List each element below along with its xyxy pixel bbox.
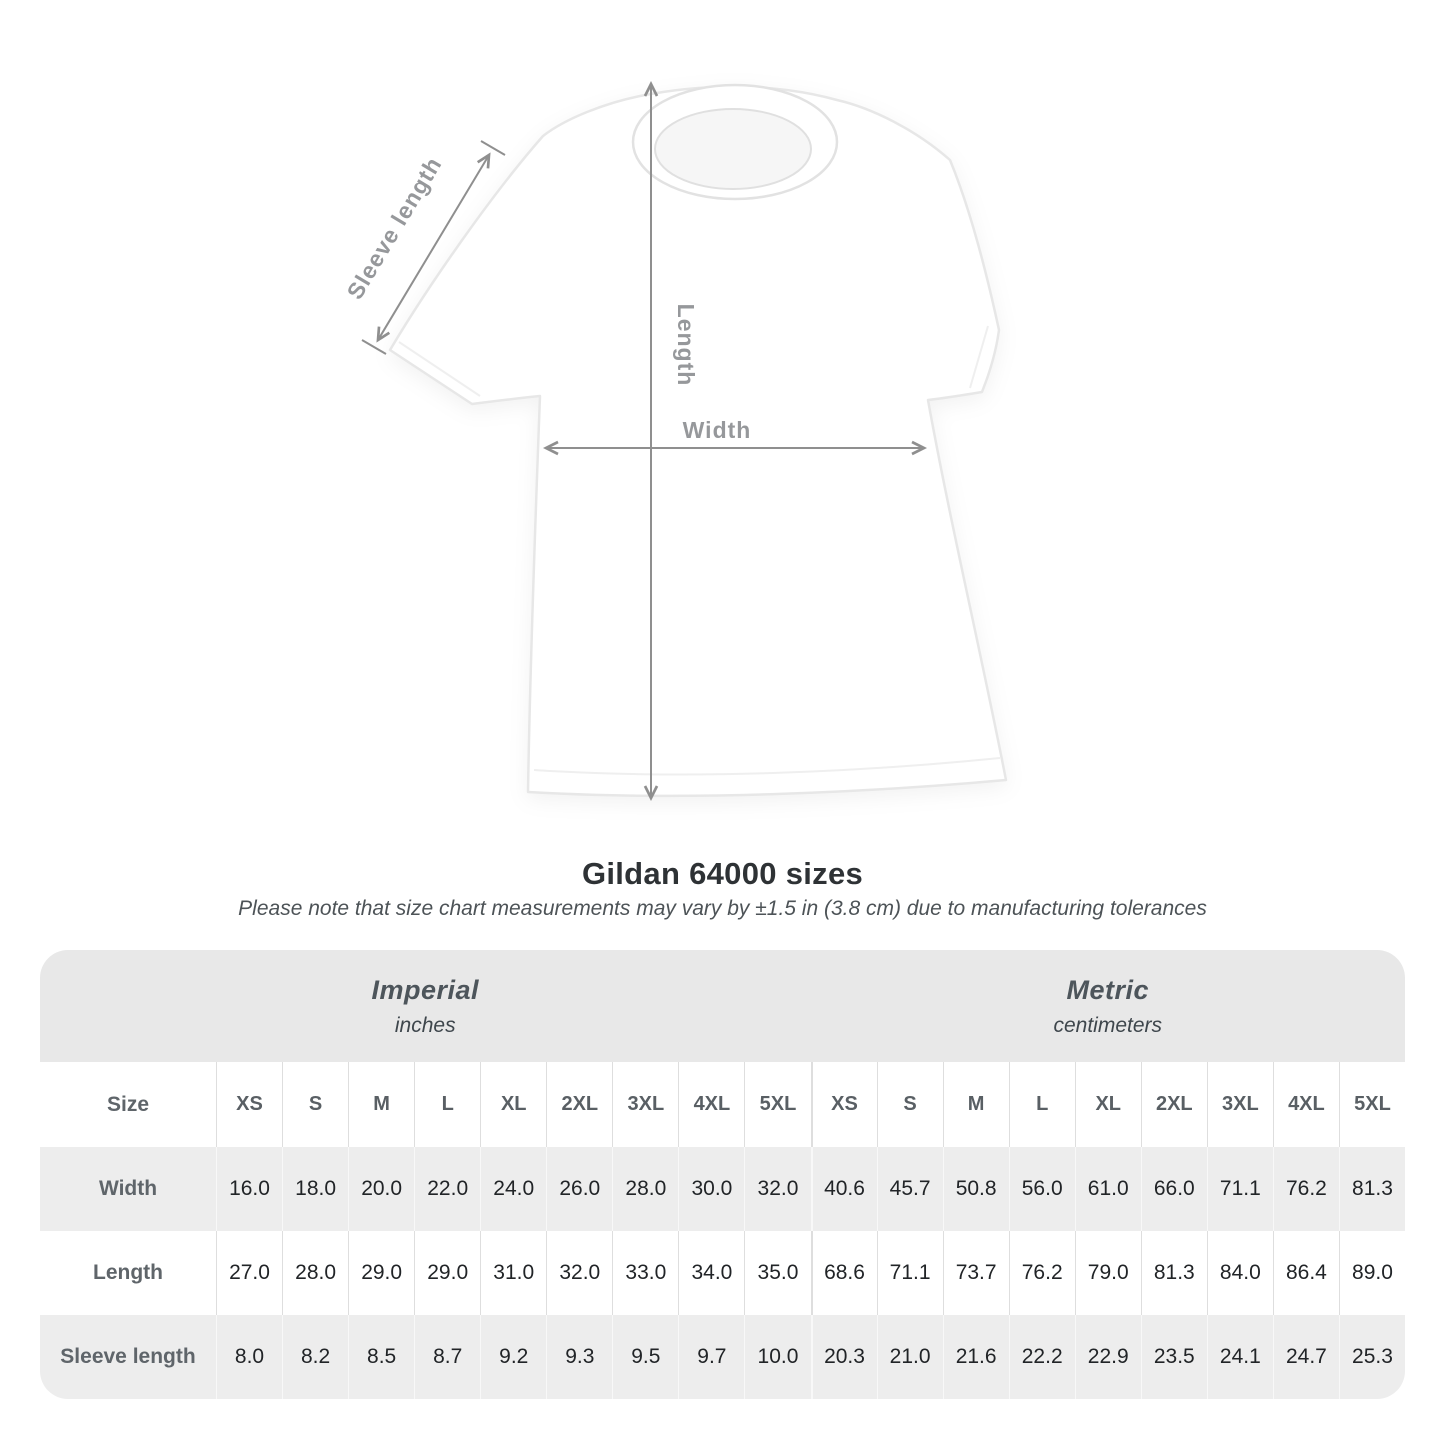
measure-value-cell: 40.6	[810, 1147, 877, 1231]
measure-value-cell: 23.5	[1140, 1315, 1207, 1399]
measure-value-cell: 24.0	[480, 1147, 547, 1231]
measure-value-cell: 32.0	[546, 1231, 613, 1315]
measure-value-cell: 29.0	[414, 1231, 481, 1315]
measure-value-cell: 24.1	[1206, 1315, 1273, 1399]
imperial-section-header: Imperial inches	[40, 950, 811, 1062]
measure-value-cell: 8.5	[348, 1315, 415, 1399]
measure-value-cell: 20.0	[348, 1147, 415, 1231]
measure-value-cell: 56.0	[1008, 1147, 1075, 1231]
measure-value-cell: 79.0	[1074, 1231, 1141, 1315]
measure-value-cell: 24.7	[1272, 1315, 1339, 1399]
size-col-header: XL	[480, 1062, 547, 1147]
measure-value-cell: 25.3	[1338, 1315, 1405, 1399]
measure-value-cell: 35.0	[744, 1231, 811, 1315]
measure-value-cell: 22.9	[1074, 1315, 1141, 1399]
measure-value-cell: 28.0	[282, 1231, 349, 1315]
size-col-header: 2XL	[546, 1062, 613, 1147]
size-col-header: 5XL	[744, 1062, 811, 1147]
measure-value-cell: 71.1	[876, 1231, 943, 1315]
measure-value-cell: 81.3	[1338, 1147, 1405, 1231]
measure-value-cell: 26.0	[546, 1147, 613, 1231]
measure-value-cell: 8.7	[414, 1315, 481, 1399]
measure-value-cell: 9.5	[612, 1315, 679, 1399]
measure-value-cell: 66.0	[1140, 1147, 1207, 1231]
measure-value-cell: 31.0	[480, 1231, 547, 1315]
measure-value-cell: 29.0	[348, 1231, 415, 1315]
hem-seam	[533, 757, 1001, 776]
measure-value-cell: 8.2	[282, 1315, 349, 1399]
width-label: Width	[683, 417, 752, 443]
measure-value-cell: 81.3	[1140, 1231, 1207, 1315]
metric-section-title: Metric	[1066, 974, 1150, 1005]
measure-value-cell: 18.0	[282, 1147, 349, 1231]
left-cuff-seam	[398, 341, 481, 397]
page-title: Gildan 64000 sizes	[581, 856, 864, 891]
size-col-header: L	[414, 1062, 481, 1147]
sleeve-length-arrow	[361, 140, 506, 355]
measure-value-cell: 27.0	[216, 1231, 283, 1315]
measure-value-cell: 21.0	[876, 1315, 943, 1399]
collar-inner	[654, 108, 812, 190]
measure-value-cell: 50.8	[942, 1147, 1009, 1231]
measure-value-cell: 89.0	[1338, 1231, 1405, 1315]
measure-value-cell: 30.0	[678, 1147, 745, 1231]
size-table: Imperial inches Metric centimeters Size XS S M L…	[40, 950, 1405, 1399]
size-col-header: L	[1008, 1062, 1075, 1147]
size-col-header: 4XL	[1272, 1062, 1339, 1147]
measure-value-cell: 84.0	[1206, 1231, 1273, 1315]
measure-value-cell: 9.2	[480, 1315, 547, 1399]
measure-row-label: Length	[40, 1231, 216, 1315]
size-col-header: 3XL	[1206, 1062, 1273, 1147]
sleeve-length-label: Sleeve length	[341, 152, 446, 304]
size-col-header: 2XL	[1140, 1062, 1207, 1147]
measure-value-cell: 34.0	[678, 1231, 745, 1315]
size-col-header: M	[348, 1062, 415, 1147]
measure-value-cell: 20.3	[810, 1315, 877, 1399]
size-col-header: XL	[1074, 1062, 1141, 1147]
measure-value-cell: 9.3	[546, 1315, 613, 1399]
measure-value-cell: 32.0	[744, 1147, 811, 1231]
measure-value-cell: 71.1	[1206, 1147, 1273, 1231]
size-col-header: XS	[810, 1062, 877, 1147]
imperial-section-unit: inches	[394, 1013, 456, 1037]
measure-value-cell: 45.7	[876, 1147, 943, 1231]
measure-value-cell: 73.7	[942, 1231, 1009, 1315]
measure-row-label: Sleeve length	[40, 1315, 216, 1399]
measure-value-cell: 86.4	[1272, 1231, 1339, 1315]
metric-section-header: Metric centimeters	[810, 950, 1405, 1062]
size-col-header: 5XL	[1338, 1062, 1405, 1147]
right-cuff-seam	[969, 325, 989, 389]
measure-value-cell: 21.6	[942, 1315, 1009, 1399]
size-row-label: Size	[40, 1062, 216, 1147]
size-col-header: S	[876, 1062, 943, 1147]
measure-value-cell: 10.0	[744, 1315, 811, 1399]
measure-value-cell: 76.2	[1272, 1147, 1339, 1231]
imperial-section-title: Imperial	[371, 974, 480, 1005]
measure-value-cell: 16.0	[216, 1147, 283, 1231]
measure-value-cell: 68.6	[810, 1231, 877, 1315]
tshirt-diagram-svg: Sleeve length Length Width	[341, 80, 1008, 802]
measure-value-cell: 61.0	[1074, 1147, 1141, 1231]
measure-value-cell: 76.2	[1008, 1231, 1075, 1315]
tolerance-note: Please note that size chart measurements…	[238, 897, 1207, 920]
measure-value-cell: 33.0	[612, 1231, 679, 1315]
size-table-grid: Imperial inches Metric centimeters Size XS S M L…	[40, 950, 1405, 1399]
measure-value-cell: 28.0	[612, 1147, 679, 1231]
size-col-header: S	[282, 1062, 349, 1147]
size-col-header: M	[942, 1062, 1009, 1147]
measure-value-cell: 22.0	[414, 1147, 481, 1231]
measure-value-cell: 8.0	[216, 1315, 283, 1399]
metric-section-unit: centimeters	[1053, 1013, 1163, 1037]
size-col-header: XS	[216, 1062, 283, 1147]
length-label: Length	[673, 304, 699, 387]
measure-value-cell: 9.7	[678, 1315, 745, 1399]
measure-value-cell: 22.2	[1008, 1315, 1075, 1399]
size-col-header: 3XL	[612, 1062, 679, 1147]
measure-row-label: Width	[40, 1147, 216, 1231]
size-col-header: 4XL	[678, 1062, 745, 1147]
tshirt-measurement-diagram: Sleeve length Length Width	[341, 80, 1008, 802]
